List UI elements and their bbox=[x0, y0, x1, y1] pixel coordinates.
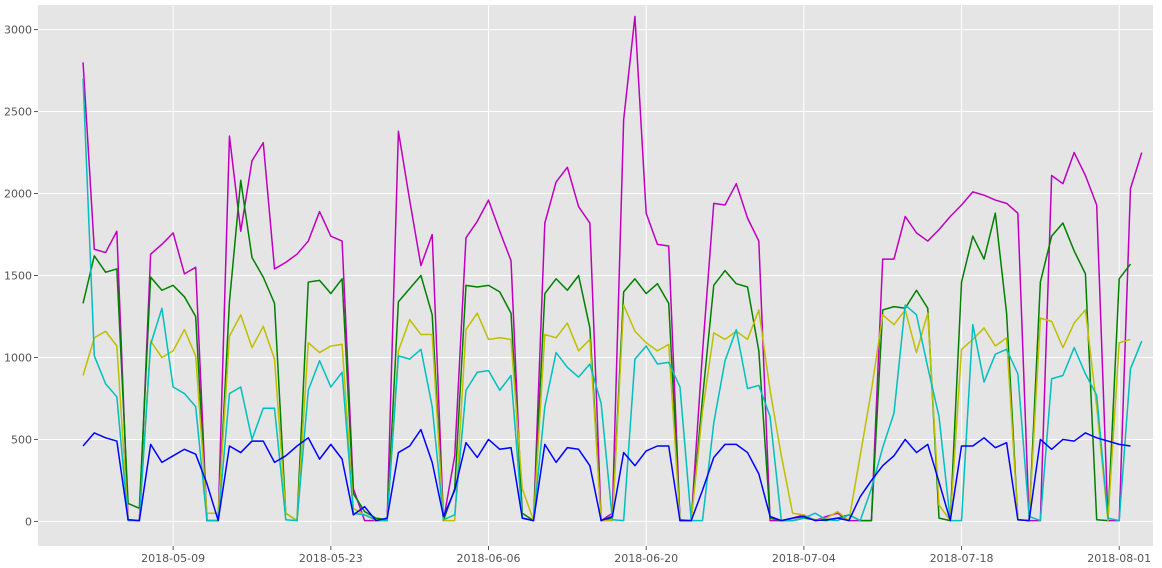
x-tick-label: 2018-05-23 bbox=[299, 552, 363, 565]
x-tick-label: 2018-06-20 bbox=[614, 552, 678, 565]
x-tick-label: 2018-07-18 bbox=[930, 552, 994, 565]
series-line-4 bbox=[82, 78, 1143, 522]
series-line-2 bbox=[82, 179, 1132, 522]
y-tick-label: 0 bbox=[25, 515, 32, 528]
x-tick-label: 2018-07-04 bbox=[772, 552, 836, 565]
x-tick-label: 2018-05-09 bbox=[141, 552, 205, 565]
y-tick-label: 3000 bbox=[4, 24, 32, 37]
x-tick-label: 2018-08-01 bbox=[1087, 552, 1151, 565]
series-line-3 bbox=[82, 304, 1131, 522]
y-axis-ticks: 0 500 1000 1500 2000 2500 3000 bbox=[4, 24, 38, 528]
y-tick-label: 2500 bbox=[4, 106, 32, 119]
y-tick-label: 1000 bbox=[4, 351, 32, 364]
y-tick-label: 500 bbox=[11, 433, 32, 446]
series-lines bbox=[82, 15, 1143, 522]
x-tick-label: 2018-06-06 bbox=[457, 552, 521, 565]
series-line-5 bbox=[82, 428, 1131, 522]
y-tick-label: 2000 bbox=[4, 188, 32, 201]
x-axis-ticks: 2018-05-09 2018-05-23 2018-06-06 2018-06-20… bbox=[141, 546, 1151, 565]
y-tick-label: 1500 bbox=[4, 270, 32, 283]
